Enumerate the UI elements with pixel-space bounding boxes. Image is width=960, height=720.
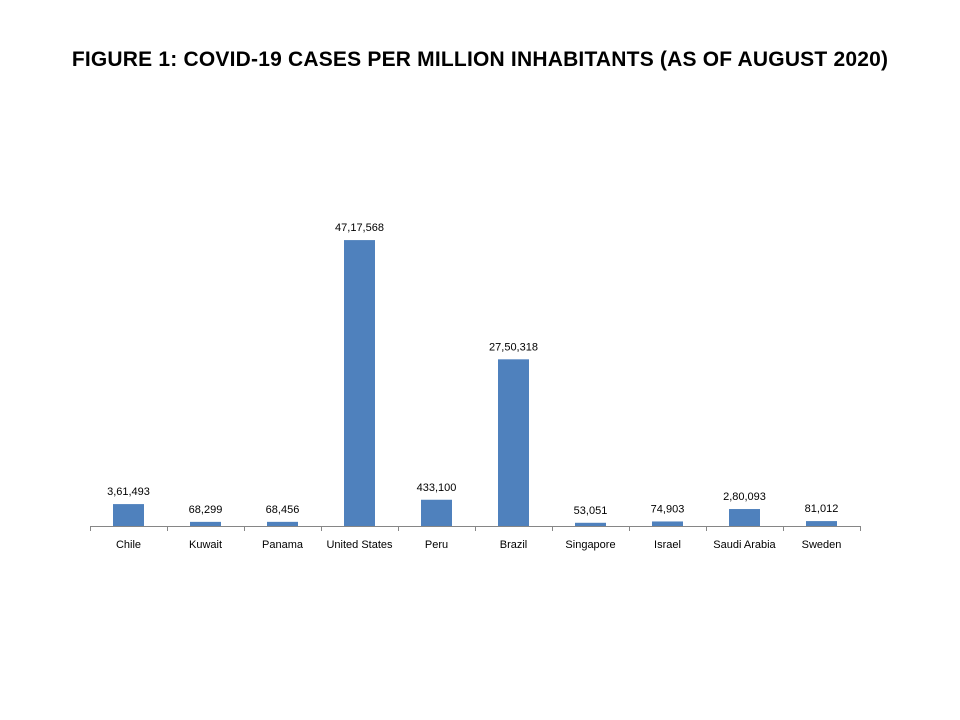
x-tick-label: Singapore — [565, 539, 615, 551]
chart-title: FIGURE 1: COVID-19 CASES PER MILLION INH… — [71, 48, 889, 71]
data-label: 68,456 — [266, 504, 300, 516]
data-label: 53,051 — [574, 505, 608, 517]
bar — [498, 359, 529, 526]
bar — [113, 504, 144, 526]
x-tick-label: Kuwait — [189, 539, 222, 551]
x-tick-label: Saudi Arabia — [713, 539, 776, 551]
x-tick-label: Brazil — [500, 539, 528, 551]
bar — [344, 240, 375, 526]
data-label: 81,012 — [805, 503, 839, 515]
data-label: 2,80,093 — [723, 491, 766, 503]
data-label: 74,903 — [651, 503, 685, 515]
x-tick-label: Peru — [425, 539, 448, 551]
data-label: 68,299 — [189, 504, 223, 516]
bar — [575, 522, 606, 526]
x-tick-label: Panama — [262, 539, 304, 551]
bar — [190, 521, 221, 526]
data-label: 433,100 — [417, 482, 457, 494]
x-tick-label: Chile — [116, 539, 141, 551]
bar — [806, 521, 837, 526]
x-tick-label: Sweden — [802, 539, 842, 551]
data-label: 27,50,318 — [489, 341, 538, 353]
bar — [421, 499, 452, 526]
bar — [267, 521, 298, 526]
x-tick-label: United States — [326, 539, 393, 551]
x-tick-label: Israel — [654, 539, 681, 551]
bar — [652, 521, 683, 526]
data-label: 47,17,568 — [335, 222, 384, 234]
bar — [729, 509, 760, 526]
data-label: 3,61,493 — [107, 486, 150, 498]
